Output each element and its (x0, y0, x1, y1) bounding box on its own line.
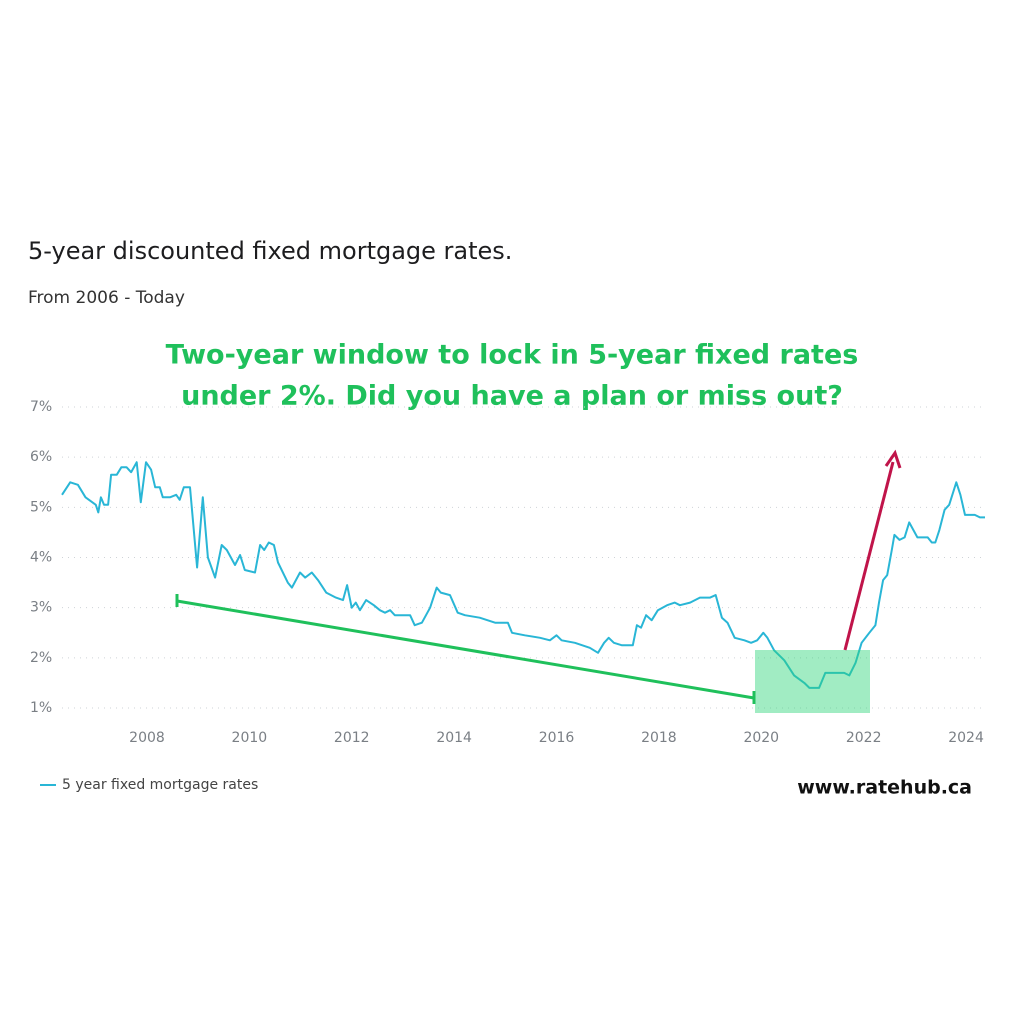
x-tick-label: 2022 (846, 730, 882, 746)
y-tick-label: 4% (30, 550, 52, 566)
x-tick-label: 2024 (948, 730, 984, 746)
y-tick-label: 3% (30, 600, 52, 616)
x-tick-label: 2018 (641, 730, 677, 746)
trend-line (176, 599, 755, 700)
series-line (61, 461, 985, 689)
x-tick-label: 2014 (436, 730, 472, 746)
y-tick-label: 5% (30, 499, 52, 515)
x-tick-label: 2010 (232, 730, 268, 746)
annotation: under 2%. Did you have a plan or miss ou… (181, 381, 843, 412)
plot-area: 1% 2% 3% 4% 5% 6% 7% 2008 2010 2012 2014 2016 2018 20… (30, 399, 985, 746)
y-tick-label: 6% (30, 449, 52, 465)
x-tick-label: 2016 (539, 730, 575, 746)
rise-arrow (843, 461, 895, 651)
x-tick-label: 2008 (129, 730, 165, 746)
x-tick-label: 2020 (743, 730, 779, 746)
legend-label: 5 year fixed mortgage rates (62, 777, 258, 793)
y-tick-label: 2% (30, 650, 52, 666)
highlight-box (755, 650, 870, 713)
y-tick-label: 7% (30, 399, 52, 415)
y-tick-label: 1% (30, 700, 52, 716)
chart-subtitle: From 2006 - Today (28, 288, 185, 308)
rise-arrow-head (884, 449, 902, 469)
chart-title: 5-year discounted fixed mortgage rates. (28, 237, 512, 265)
watermark: www.ratehub.ca (797, 777, 972, 799)
x-tick-label: 2012 (334, 730, 370, 746)
annotation: Two-year window to lock in 5-year fixed … (166, 340, 859, 371)
